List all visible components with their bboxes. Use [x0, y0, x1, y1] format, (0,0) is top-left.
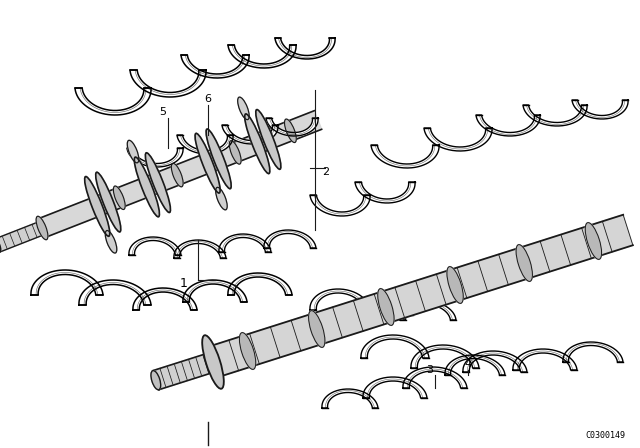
Ellipse shape	[516, 245, 532, 281]
Ellipse shape	[447, 267, 463, 303]
Polygon shape	[572, 100, 628, 119]
Polygon shape	[208, 215, 633, 377]
Polygon shape	[310, 195, 370, 216]
Polygon shape	[424, 128, 492, 151]
Ellipse shape	[127, 140, 139, 163]
Text: 3: 3	[426, 365, 433, 375]
Text: 1: 1	[180, 276, 188, 289]
Polygon shape	[129, 237, 181, 255]
Ellipse shape	[202, 335, 224, 389]
Ellipse shape	[151, 370, 161, 390]
Ellipse shape	[206, 129, 231, 189]
Ellipse shape	[244, 114, 270, 174]
Polygon shape	[400, 301, 456, 320]
Polygon shape	[411, 345, 479, 368]
Polygon shape	[463, 351, 527, 372]
Polygon shape	[38, 111, 322, 237]
Ellipse shape	[96, 172, 121, 232]
Text: C0300149: C0300149	[585, 431, 625, 440]
Polygon shape	[275, 38, 335, 59]
Ellipse shape	[84, 177, 109, 236]
Polygon shape	[130, 70, 206, 97]
Polygon shape	[222, 125, 278, 144]
Ellipse shape	[285, 119, 296, 142]
Polygon shape	[153, 353, 216, 390]
Ellipse shape	[145, 153, 170, 212]
Polygon shape	[264, 230, 316, 248]
Polygon shape	[523, 105, 587, 126]
Ellipse shape	[134, 157, 159, 217]
Polygon shape	[322, 389, 378, 408]
Ellipse shape	[36, 216, 48, 240]
Polygon shape	[219, 234, 271, 252]
Ellipse shape	[195, 134, 220, 193]
Polygon shape	[75, 88, 151, 115]
Polygon shape	[357, 296, 413, 315]
Ellipse shape	[0, 239, 1, 252]
Polygon shape	[174, 240, 226, 258]
Text: 2: 2	[322, 167, 329, 177]
Ellipse shape	[106, 231, 116, 253]
Polygon shape	[563, 342, 623, 362]
Polygon shape	[228, 45, 296, 68]
Polygon shape	[363, 377, 427, 398]
Polygon shape	[361, 335, 429, 358]
Polygon shape	[0, 221, 45, 252]
Polygon shape	[513, 349, 577, 370]
Text: 6: 6	[205, 94, 211, 104]
Ellipse shape	[585, 223, 602, 259]
Polygon shape	[127, 148, 183, 167]
Ellipse shape	[113, 186, 125, 210]
Polygon shape	[476, 115, 540, 136]
Polygon shape	[266, 118, 318, 136]
Text: 5: 5	[159, 107, 166, 117]
Polygon shape	[310, 289, 370, 310]
Polygon shape	[355, 182, 415, 203]
Polygon shape	[181, 55, 249, 78]
Ellipse shape	[256, 110, 281, 169]
Polygon shape	[403, 367, 467, 388]
Polygon shape	[177, 135, 233, 154]
Ellipse shape	[378, 289, 394, 325]
Polygon shape	[183, 280, 247, 302]
Polygon shape	[371, 145, 439, 168]
Polygon shape	[133, 288, 197, 310]
Ellipse shape	[229, 141, 241, 164]
Ellipse shape	[216, 187, 227, 210]
Text: 4: 4	[465, 359, 472, 369]
Polygon shape	[445, 355, 505, 375]
Ellipse shape	[308, 310, 325, 347]
Ellipse shape	[239, 332, 256, 370]
Polygon shape	[79, 280, 151, 305]
Ellipse shape	[237, 97, 249, 120]
Polygon shape	[31, 270, 103, 295]
Polygon shape	[228, 273, 292, 295]
Ellipse shape	[172, 164, 183, 187]
